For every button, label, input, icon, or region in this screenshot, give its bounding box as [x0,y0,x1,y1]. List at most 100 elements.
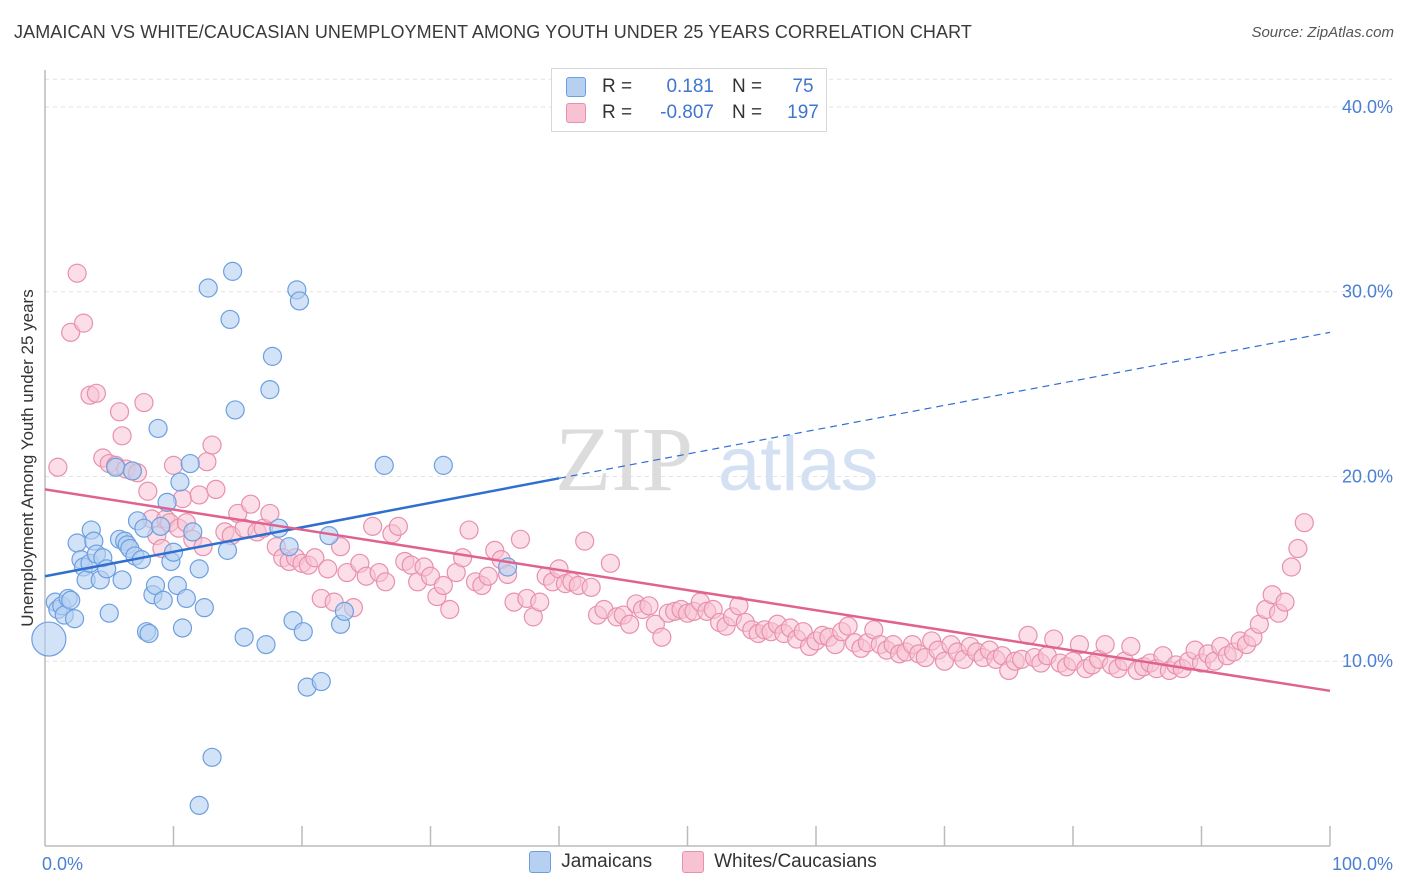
y-tick-label: 10.0% [1342,651,1393,671]
jamaican-point [67,533,87,553]
jamaican-point [151,516,171,536]
jamaican-point [170,472,190,492]
legend-row-jamaicans: R = 0.181 N = 75 [566,74,828,100]
grid-lines [45,78,1392,662]
y-axis-label: Unemployment Among Youth under 25 years [18,289,37,626]
white-caucasian-point [600,553,621,573]
white-caucasian-point [61,322,81,342]
white-caucasian-point [206,479,226,500]
white-caucasian-point [197,452,217,472]
legend-swatch-pink [566,103,586,123]
jamaican-point [194,598,214,618]
white-caucasian-point [134,392,154,413]
legend-n-label: N = [732,102,763,123]
jamaican-trend-line [44,477,560,578]
jamaican-point [220,309,240,330]
white-caucasian-point [1095,635,1115,655]
white-caucasian-point [433,575,453,596]
jamaican-point [234,627,254,647]
jamaican-point [112,570,132,590]
series-legend-whites: Whites/Caucasians [682,851,877,873]
jamaican-point [293,622,313,642]
white-caucasian-point [1121,636,1141,657]
white-caucasian-point [581,577,601,597]
watermark-atlas: atlas [718,422,879,507]
white-caucasian-point [838,616,858,636]
jamaican-trend-extension [558,331,1331,479]
white-caucasian-point [202,435,222,455]
white-caucasian-point [510,529,531,549]
x-tick-label-min: 0.0% [42,854,83,874]
white-caucasian-point [189,485,209,505]
jamaican-point [145,575,166,596]
jamaican-point [180,453,200,474]
white-caucasian-point [934,651,955,671]
white-caucasian-point [1288,538,1308,559]
white-caucasian-point [73,313,94,333]
legend-n-value: 75 [792,76,814,97]
white-caucasian-point [1069,635,1090,655]
white-caucasian-point [163,455,184,475]
legend-n-value: 197 [787,102,819,123]
series-label-jamaicans: Jamaicans [561,851,653,872]
chart-title: JAMAICAN VS WHITE/CAUCASIAN UNEMPLOYMENT… [14,22,972,42]
jamaican-point [217,540,238,560]
jamaican-point [256,635,276,655]
jamaican-point [64,609,85,629]
white-caucasian-point [388,516,408,536]
jamaican-point [148,418,168,439]
jamaican-point [260,380,280,400]
white-caucasian-point [1294,513,1314,533]
jamaican-point [262,346,283,366]
jamaican-point [279,537,299,557]
white-caucasian-point [729,596,749,616]
white-caucasian-point [86,383,107,403]
jamaican-point [61,590,81,610]
y-tick-label: 40.0% [1342,97,1393,117]
white-caucasian-point [363,516,383,536]
legend-r-label: R = [602,102,633,123]
jamaican-point [31,621,67,657]
jamaican-point [99,603,119,623]
jamaican-point [223,261,243,281]
series-swatch-pink [682,851,705,873]
white-caucasian-point [305,548,325,568]
jamaican-point [106,457,126,477]
legend-n-label: N = [732,76,763,97]
jamaican-points [31,261,518,815]
jamaican-point [176,588,196,609]
white-caucasian-point [112,426,132,446]
jamaican-point [289,291,310,311]
watermark-zip: ZIP [555,408,693,510]
series-legend-jamaicans: Jamaicans [529,851,652,873]
white-caucasian-point [67,263,87,283]
white-caucasian-point [575,531,595,551]
jamaican-point [183,522,203,542]
white-caucasian-point [420,566,441,586]
white-caucasian-point [459,520,479,540]
legend-row-whites: R = -0.807 N = 197 [566,100,828,126]
legend-swatch-blue [566,77,586,97]
jamaican-point [134,518,154,538]
white-caucasian-point [1275,592,1295,612]
watermark: ZIP atlas [555,408,879,510]
jamaican-point [202,747,222,767]
white-caucasian-point [453,548,473,568]
white-caucasian-points [48,263,1314,681]
white-caucasian-point [639,596,659,616]
axes [44,70,1331,847]
source-label: Source: ZipAtlas.com [1251,24,1394,41]
white-caucasian-point [337,562,357,583]
white-caucasian-point [530,592,550,612]
jamaican-point [189,795,209,815]
jamaican-point [433,455,453,475]
white-caucasian-point [440,599,460,620]
white-caucasian-point [375,572,396,592]
white-caucasian-point [1281,557,1302,577]
jamaican-point [374,455,394,475]
jamaican-point [139,623,159,644]
white-caucasian-point [330,537,351,557]
y-tick-label: 30.0% [1342,282,1393,302]
series-legend: Jamaicans Whites/Caucasians [0,851,1406,873]
